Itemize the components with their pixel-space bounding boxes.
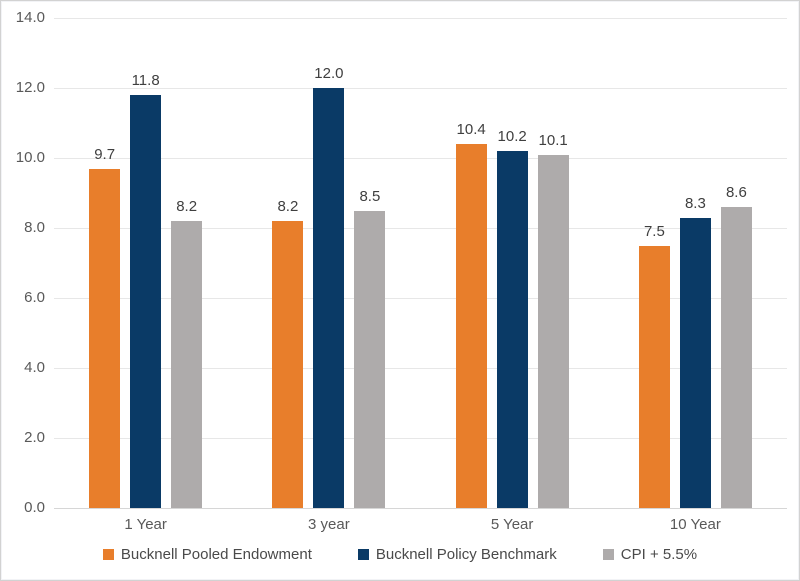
bar (354, 210, 386, 508)
gridline (54, 228, 787, 229)
y-axis-tick-label: 12.0 (15, 79, 45, 96)
chart-legend: Bucknell Pooled Endowment Bucknell Policy… (1, 546, 799, 563)
bar-cell: 9.7 (89, 145, 121, 508)
legend-swatch-icon (357, 549, 369, 560)
bar-cell: 10.1 (537, 131, 569, 508)
bar-cell: 8.3 (679, 194, 711, 508)
x-axis-category-label: 1 Year (124, 516, 167, 533)
legend-item: Bucknell Pooled Endowment (102, 546, 312, 563)
x-axis-labels: 1 Year 3 year 5 Year 10 Year (54, 516, 787, 533)
gridline (54, 88, 787, 89)
legend-label: CPI + 5.5% (620, 546, 698, 563)
bar (130, 95, 162, 508)
bar (455, 144, 487, 508)
bar-value-label: 12.0 (314, 65, 344, 82)
legend-item: CPI + 5.5% (602, 546, 698, 563)
bar (313, 88, 345, 508)
bar-value-label: 11.8 (131, 72, 160, 89)
bar-value-label: 8.3 (684, 194, 706, 212)
bar-cell: 8.6 (720, 184, 752, 508)
legend-swatch-icon (602, 549, 614, 560)
x-axis-category-label: 3 year (308, 516, 350, 533)
y-axis-tick-label: 14.0 (15, 9, 45, 26)
bar (537, 154, 569, 508)
x-axis-line (54, 508, 787, 509)
bar (171, 221, 203, 508)
bar-value-label: 10.2 (497, 128, 527, 145)
bar-value-label: 8.2 (277, 198, 299, 215)
bar-group: 10.4 10.2 10.1 (421, 18, 604, 508)
gridline (54, 298, 787, 299)
bar-cell: 12.0 (313, 65, 345, 508)
y-axis-tick-label: 8.0 (24, 219, 45, 236)
bar-cell: 11.8 (130, 72, 162, 508)
bar-value-label: 9.7 (94, 145, 116, 163)
bar (720, 207, 752, 508)
bar (638, 245, 670, 508)
y-axis-tick-label: 4.0 (24, 359, 45, 376)
legend-label: Bucknell Pooled Endowment (120, 546, 312, 563)
y-axis-tick-label: 6.0 (24, 289, 45, 306)
bar-group: 7.5 8.3 8.6 (604, 18, 787, 508)
x-axis-category-label: 10 Year (669, 516, 721, 533)
bar-cell: 10.4 (455, 121, 487, 508)
bar-groups-layer: 9.7 11.8 8.2 8.2 12.0 8.5 10.4 10.2 10.1 7.5 8.3 8.… (54, 18, 787, 508)
y-axis-tick-label: 0.0 (24, 499, 45, 516)
bar-value-label: 10.4 (456, 121, 486, 138)
y-axis-tick-label: 10.0 (15, 149, 45, 166)
y-axis-tick-label: 2.0 (24, 429, 45, 446)
bar-cell: 8.5 (354, 187, 386, 508)
bar-value-label: 7.5 (643, 222, 665, 240)
bar-group: 9.7 11.8 8.2 (54, 18, 237, 508)
gridline (54, 368, 787, 369)
bar-value-label: 8.5 (359, 187, 381, 205)
bar-cell: 8.2 (171, 198, 203, 508)
bar-value-label: 8.6 (725, 184, 747, 201)
legend-swatch-icon (102, 549, 114, 560)
x-axis-category-label: 5 Year (490, 516, 534, 533)
bar-group: 8.2 12.0 8.5 (237, 18, 420, 508)
bar-value-label: 8.2 (176, 198, 198, 215)
bar (679, 217, 711, 508)
gridline (54, 438, 787, 439)
bar-cell: 7.5 (638, 222, 670, 508)
bar (496, 151, 528, 508)
legend-item: Bucknell Policy Benchmark (357, 546, 557, 563)
bar-value-label: 10.1 (538, 131, 568, 149)
plot-area: 9.7 11.8 8.2 8.2 12.0 8.5 10.4 10.2 10.1 7.5 8.3 8.… (54, 18, 787, 509)
gridline (54, 158, 787, 159)
bar (89, 168, 121, 508)
bar-cell: 8.2 (272, 198, 304, 508)
bar-cell: 10.2 (496, 128, 528, 508)
bar (272, 221, 304, 508)
gridline (54, 18, 787, 19)
legend-label: Bucknell Policy Benchmark (375, 546, 557, 563)
